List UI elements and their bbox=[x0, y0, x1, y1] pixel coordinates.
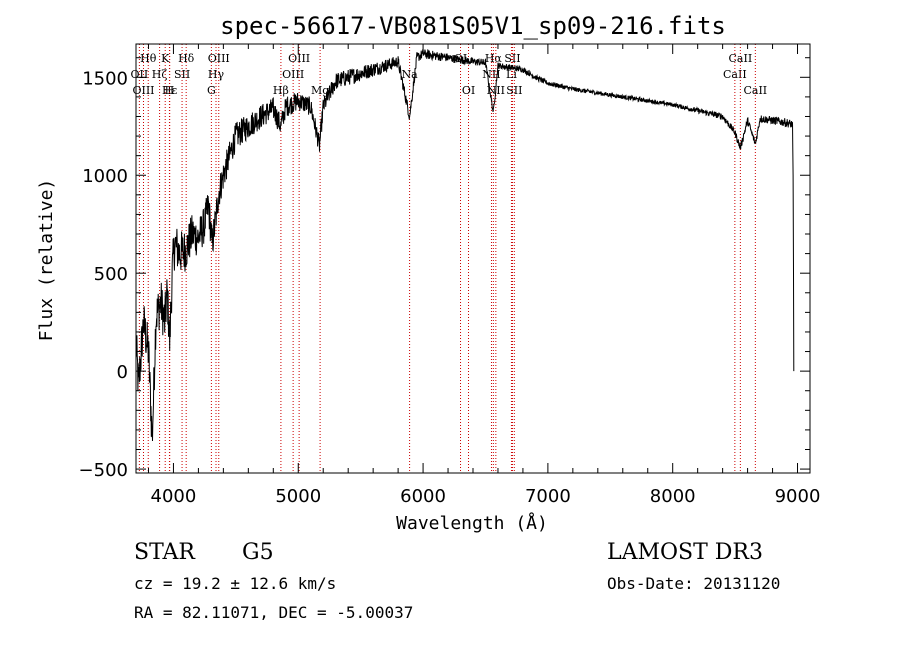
y-tick-label: 0 bbox=[117, 362, 128, 383]
marker-label: Hα bbox=[485, 52, 503, 65]
y-tick-label: 1500 bbox=[82, 68, 128, 89]
marker-label: CaII bbox=[729, 52, 753, 65]
ra-dec: RA = 82.11071, DEC = -5.00037 bbox=[134, 603, 414, 622]
y-tick-label: 1000 bbox=[82, 166, 128, 187]
marker-label: SII bbox=[506, 84, 522, 97]
x-tick-label: 7000 bbox=[525, 486, 571, 507]
marker-label: OIII bbox=[282, 68, 304, 81]
marker-label: OIII bbox=[288, 52, 310, 65]
survey-name: LAMOST DR3 bbox=[607, 540, 763, 565]
marker-label: Hζ bbox=[152, 68, 168, 81]
marker-label: SII bbox=[174, 68, 190, 81]
redshift-cz: cz = 19.2 ± 12.6 km/s bbox=[134, 574, 337, 593]
x-tick-label: 8000 bbox=[650, 486, 696, 507]
y-axis: −500 0 500 1000 1500 bbox=[79, 57, 810, 481]
object-subclass: G5 bbox=[242, 540, 274, 565]
marker-label: K bbox=[161, 52, 170, 65]
marker-label: Hε bbox=[162, 84, 178, 97]
x-axis-label: Wavelength (Å) bbox=[396, 512, 548, 534]
marker-label: Hθ bbox=[140, 52, 157, 65]
marker-label: CaII bbox=[743, 84, 767, 97]
marker-label: Hδ bbox=[178, 52, 195, 65]
obs-date: Obs-Date: 20131120 bbox=[607, 574, 781, 593]
marker-label: OI bbox=[462, 84, 475, 97]
marker-label: OII bbox=[131, 68, 149, 81]
marker-label: Hβ bbox=[273, 84, 289, 97]
line-markers: Hθ OII OIII Hζ K HεH SII Hδ G Hγ OIII Hβ OIII OIII Mg N… bbox=[131, 44, 767, 473]
marker-label: Hγ bbox=[208, 68, 225, 81]
marker-label: H bbox=[165, 84, 175, 97]
x-axis: 4000 5000 6000 7000 8000 9000 bbox=[147, 44, 821, 507]
marker-label: OIII bbox=[208, 52, 230, 65]
x-tick-label: 9000 bbox=[775, 486, 821, 507]
marker-label: CaII bbox=[723, 68, 747, 81]
plot-frame bbox=[135, 43, 811, 474]
marker-label: SII bbox=[504, 52, 520, 65]
spectrum-series bbox=[135, 48, 795, 442]
y-tick-label: −500 bbox=[79, 460, 128, 481]
x-tick-label: 4000 bbox=[151, 486, 197, 507]
marker-label: OIII bbox=[132, 84, 154, 97]
marker-label: G bbox=[207, 84, 216, 97]
x-tick-label: 6000 bbox=[400, 486, 446, 507]
marker-label: Na bbox=[402, 68, 419, 81]
marker-label: Li bbox=[506, 68, 517, 81]
y-tick-label: 500 bbox=[94, 264, 128, 285]
marker-label: Mg bbox=[311, 84, 329, 97]
object-class: STAR bbox=[134, 540, 195, 565]
spectrum-line bbox=[135, 48, 795, 442]
y-axis-label: Flux (relative) bbox=[36, 179, 57, 342]
x-tick-label: 5000 bbox=[275, 486, 321, 507]
chart-title: spec-56617-VB081S05V1_sp09-216.fits bbox=[220, 12, 726, 40]
